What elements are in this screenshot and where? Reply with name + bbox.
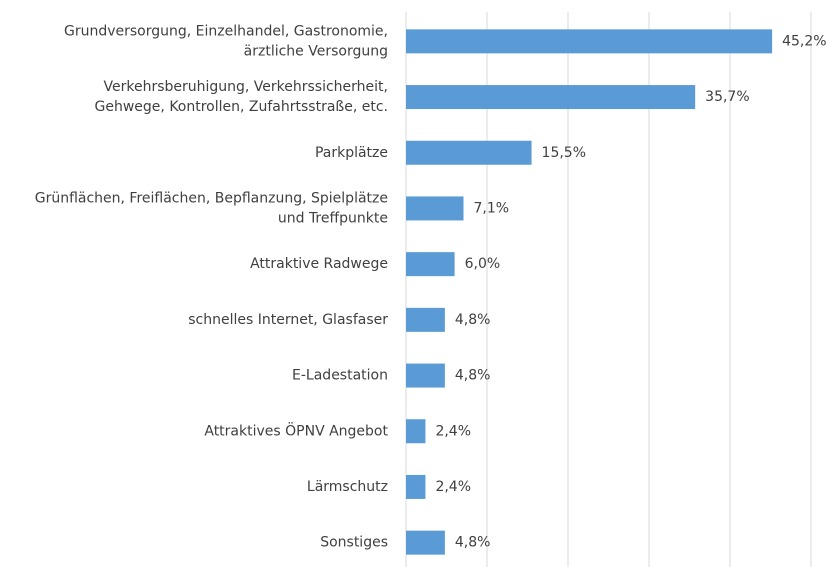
y-tick-label: Attraktives ÖPNV Angebot xyxy=(204,421,388,439)
value-label: 7,1% xyxy=(474,200,510,216)
bar xyxy=(406,307,445,332)
y-tick-label: Grünflächen, Freiflächen, Bepflanzung, S… xyxy=(35,190,388,226)
y-tick-label: Verkehrsberuhigung, Verkehrssicherheit, G… xyxy=(95,79,388,115)
value-label: 2,4% xyxy=(435,479,471,495)
bar xyxy=(406,474,426,499)
bar xyxy=(406,530,445,555)
value-label: 6,0% xyxy=(465,256,501,272)
value-label: 4,8% xyxy=(455,312,491,328)
value-label: 15,5% xyxy=(542,145,586,161)
y-tick-label: Attraktive Radwege xyxy=(250,256,388,272)
value-label: 45,2% xyxy=(782,33,826,49)
y-tick-label: Parkplätze xyxy=(315,145,388,161)
value-label: 4,8% xyxy=(455,368,491,384)
value-label: 35,7% xyxy=(705,89,749,105)
bar xyxy=(406,196,464,221)
y-tick-label: schnelles Internet, Glasfaser xyxy=(188,312,388,328)
bar xyxy=(406,85,696,110)
bar xyxy=(406,252,455,277)
value-label: 4,8% xyxy=(455,535,491,551)
y-tick-label: Grundversorgung, Einzelhandel, Gastronom… xyxy=(64,23,388,59)
y-tick-label: Sonstiges xyxy=(320,535,388,551)
value-label: 2,4% xyxy=(435,423,471,439)
y-tick-label: E-Ladestation xyxy=(292,368,388,384)
bar xyxy=(406,29,773,54)
bar xyxy=(406,363,445,388)
y-tick-label: Lärmschutz xyxy=(307,479,388,495)
bar xyxy=(406,140,532,165)
bar xyxy=(406,419,426,444)
